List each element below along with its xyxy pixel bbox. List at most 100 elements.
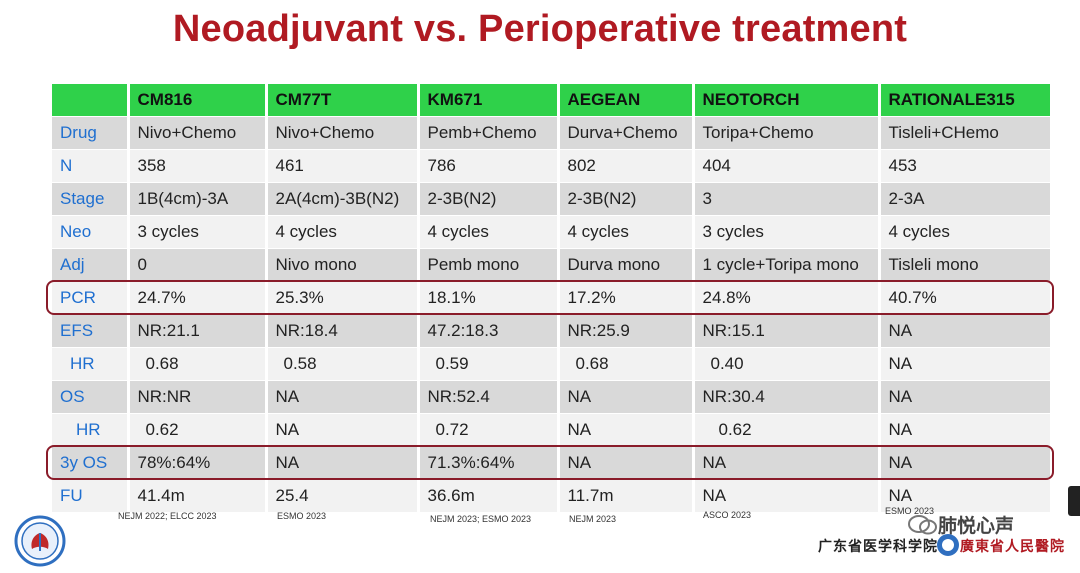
table-cell: Tisleli mono [879,248,1053,282]
table-cell: 4 cycles [879,215,1053,249]
table-cell: 453 [879,149,1053,183]
table-cell: 2-3A [879,182,1053,216]
table-cell: NA [879,479,1053,513]
row-label: OS [52,380,130,414]
table-cell: NA [558,380,695,414]
table-cell: NA [879,446,1053,480]
table-cell: NA [266,413,420,447]
table-cell: NR:30.4 [693,380,881,414]
table-cell: 24.8% [693,281,881,315]
header-rationale315: RATIONALE315 [879,84,1053,117]
table-cell: 17.2% [558,281,695,315]
table-cell: NA [879,413,1053,447]
table-cell: Pemb mono [418,248,560,282]
table-cell: NA [879,347,1053,381]
row-label: HR [52,347,130,381]
table-cell: 25.4 [266,479,420,513]
table-cell: 24.7% [128,281,268,315]
table-cell: 0.58 [266,347,420,381]
table-cell: Nivo+Chemo [266,116,420,150]
row-label: EFS [52,314,130,348]
header-corner [52,84,130,117]
table-cell: NA [693,479,881,513]
slide-title: Neoadjuvant vs. Perioperative treatment [172,8,908,50]
table-cell: 2-3B(N2) [418,182,560,216]
header-cm816: CM816 [128,84,268,117]
table-cell: 41.4m [128,479,268,513]
table-cell: 461 [266,149,420,183]
table-row: Drug Nivo+Chemo Nivo+Chemo Pemb+Chemo Du… [52,116,1053,150]
hospital-seal-logo [937,534,959,556]
table-cell: 404 [693,149,881,183]
row-label: 3y OS [52,446,130,480]
table-cell: 0.40 [693,347,881,381]
table-cell: Durva+Chemo [558,116,695,150]
table-cell: NR:25.9 [558,314,695,348]
table-cell: 0.68 [558,347,695,381]
table-cell: 36.6m [418,479,560,513]
academy-name: 广东省医学科学院 [818,538,938,554]
table-cell: NR:21.1 [128,314,268,348]
row-label: Neo [52,215,130,249]
table-cell: Toripa+Chemo [693,116,881,150]
table-cell: 358 [128,149,268,183]
table-row: PCR 24.7% 25.3% 18.1% 17.2% 24.8% 40.7% [52,281,1053,315]
table-row: HR 0.68 0.58 0.59 0.68 0.40 NA [52,347,1053,381]
reference-aegean: NEJM 2023 [569,514,617,524]
wechat-icon [908,514,937,534]
table-cell: NA [558,413,695,447]
header-cm77t: CM77T [266,84,420,117]
reference-rationale315: ESMO 2023 [885,506,935,516]
table-cell: 1B(4cm)-3A [128,182,268,216]
table-row: Adj 0 Nivo mono Pemb mono Durva mono 1 c… [52,248,1053,282]
table-cell: 0.62 [693,413,881,447]
table-cell: 3 [693,182,881,216]
table-row: Stage 1B(4cm)-3A 2A(4cm)-3B(N2) 2-3B(N2)… [52,182,1053,216]
table-cell: 3 cycles [693,215,881,249]
header-aegean: AEGEAN [558,84,695,117]
table-cell: Nivo mono [266,248,420,282]
hospital-emblem-logo [14,515,66,567]
side-panel-handle[interactable] [1068,486,1080,516]
table-cell: NR:NR [128,380,268,414]
table-cell: 0.68 [128,347,268,381]
row-label: N [52,149,130,183]
header-km671: KM671 [418,84,560,117]
row-label: Drug [52,116,130,150]
table-cell: NA [266,446,420,480]
table-cell: 78%:64% [128,446,268,480]
row-label: PCR [52,281,130,315]
table-cell: NA [693,446,881,480]
row-label: FU [52,479,130,513]
table-row: N 358 461 786 802 404 453 [52,149,1053,183]
reference-cm816: NEJM 2022; ELCC 2023 [118,511,217,521]
table-row: EFS NR:21.1 NR:18.4 47.2:18.3 NR:25.9 NR… [52,314,1053,348]
table-cell: NR:52.4 [418,380,560,414]
table-cell: 802 [558,149,695,183]
reference-neotorch: ASCO 2023 [703,510,752,520]
table-cell: 71.3%:64% [418,446,560,480]
wechat-watermark: 肺悦心声 [908,511,1014,538]
wechat-account-name: 肺悦心声 [938,516,1015,537]
table-cell: 0.62 [128,413,268,447]
table-cell: 47.2:18.3 [418,314,560,348]
table-cell: 0 [128,248,268,282]
table-cell: 2A(4cm)-3B(N2) [266,182,420,216]
table-cell: 1 cycle+Toripa mono [693,248,881,282]
table-header-row: CM816 CM77T KM671 AEGEAN NEOTORCH RATION… [52,84,1053,117]
reference-km671: NEJM 2023; ESMO 2023 [430,514,532,524]
table-cell: 25.3% [266,281,420,315]
hospital-name: 廣東省人民醫院 [960,538,1065,554]
table-cell: 0.72 [418,413,560,447]
table-cell: 4 cycles [558,215,695,249]
table-cell: Nivo+Chemo [128,116,268,150]
table-cell: Durva mono [558,248,695,282]
table-cell: 2-3B(N2) [558,182,695,216]
reference-cm77t: ESMO 2023 [277,511,327,521]
pcr-row-highlight [46,280,1054,315]
row-label: HR [52,413,130,447]
table-cell: Pemb+Chemo [418,116,560,150]
table-cell: 4 cycles [418,215,560,249]
table-cell: 4 cycles [266,215,420,249]
header-neotorch: NEOTORCH [693,84,881,117]
